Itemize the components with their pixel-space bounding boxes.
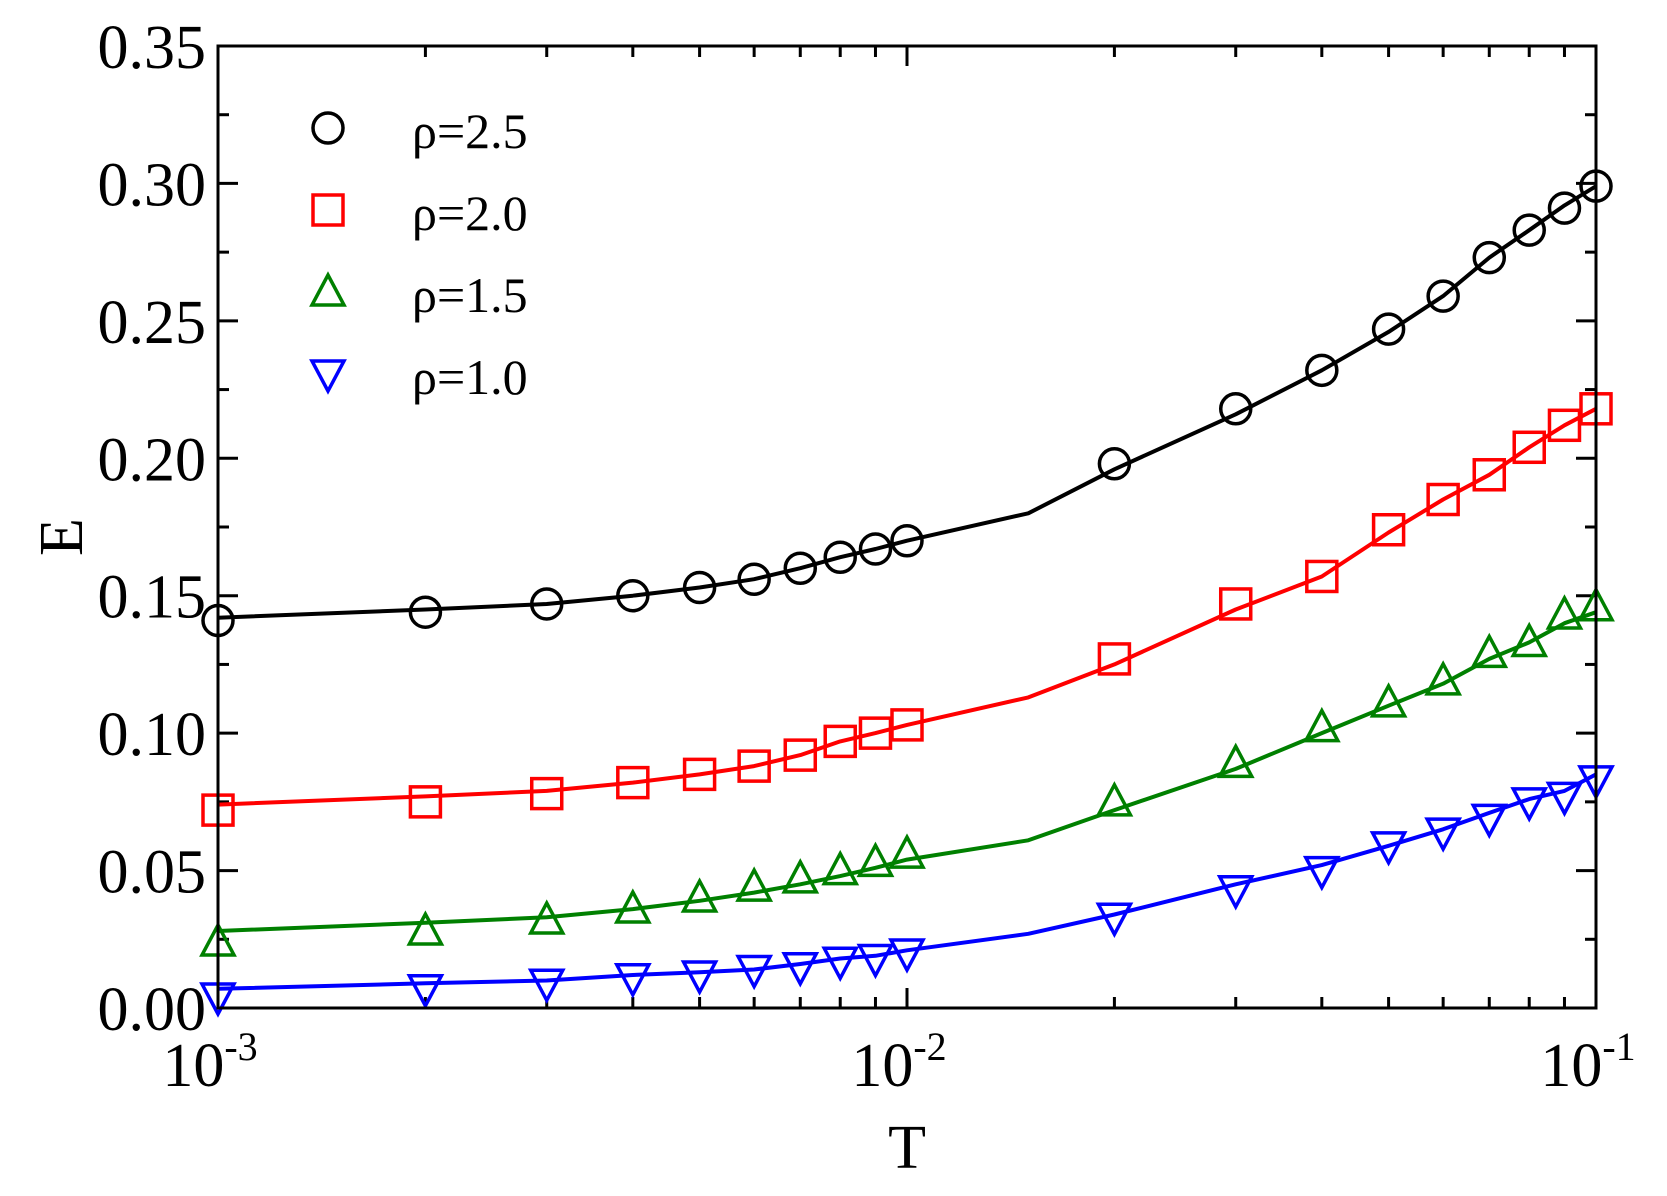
data-point-2 [527,899,566,935]
data-point-1 [823,724,857,759]
data-point-0 [682,570,717,605]
data-point-3 [1302,855,1341,892]
data-point-0 [890,523,924,558]
y-tick-label: 0.30 [98,151,207,219]
data-point-1 [529,776,564,811]
data-point-1 [783,738,818,772]
data-point-1 [737,749,771,783]
data-point-0 [1371,312,1406,346]
legend-marker-2 [309,271,347,307]
data-point-1 [1426,482,1460,517]
data-point-1 [408,785,443,819]
data-point-2 [406,910,445,946]
data-point-3 [888,938,926,974]
data-point-2 [821,849,860,886]
data-point-0 [737,562,771,596]
data-point-3 [406,974,445,1010]
data-point-0 [1512,213,1546,247]
data-point-0 [858,532,893,566]
data-point-0 [783,551,818,585]
data-point-2 [1095,781,1134,817]
data-point-3 [680,960,719,996]
data-point-0 [1547,191,1582,225]
data-point-1 [1472,458,1507,492]
data-point-3 [1424,817,1463,853]
data-point-1 [616,765,650,800]
data-point-2 [888,833,926,869]
data-point-0 [1472,240,1507,275]
data-point-2 [781,858,820,894]
data-point-3 [821,946,860,982]
series-line-3 [217,772,1597,991]
data-point-3 [1095,902,1134,939]
data-point-1 [1371,512,1406,547]
data-point-1 [1218,587,1253,621]
data-point-0 [1426,279,1460,313]
data-point-2 [856,841,895,878]
tick-labels: 0.00 0.05 0.10 0.15 0.20 0.25 0.30 0.35 10-3 10-2… [98,14,1636,1100]
data-point-1 [1512,430,1546,465]
x-tick-label: 10-1 [1540,1024,1635,1100]
legend-marker-0 [311,111,345,145]
x-tick-label: 10-2 [851,1024,946,1100]
data-point-0 [823,540,857,574]
data-point-2 [1470,632,1509,669]
data-point-3 [1545,781,1584,818]
data-point-3 [1216,875,1255,911]
y-tick-label: 0.25 [98,289,207,357]
data-point-3 [1470,803,1509,840]
data-point-3 [527,968,566,1004]
data-point-0 [1097,447,1132,481]
data-point-0 [529,587,564,621]
x-axis-title: T [888,1114,926,1182]
data-point-1 [682,757,717,792]
series-line-0 [217,184,1598,620]
data-point-0 [1305,353,1339,388]
series-line-2 [217,610,1597,933]
data-point-2 [613,888,652,924]
data-point-1 [1305,559,1339,594]
y-tick-label: 0.35 [98,14,207,82]
data-point-2 [1369,682,1408,718]
y-tick-label: 0.15 [98,564,207,632]
data-point-0 [1218,392,1253,426]
series-line-1 [217,407,1597,807]
legend-label-2: ρ=1.5 [412,267,528,323]
y-axis-title: E [28,518,96,556]
axis-ticks [216,44,1598,1010]
data-point-2 [1545,594,1584,630]
data-point-3 [735,954,774,991]
data-point-3 [613,963,652,999]
data-point-2 [1510,621,1549,658]
y-tick-label: 0.20 [98,426,207,494]
data-point-3 [1369,831,1408,867]
legend-label-1: ρ=2.0 [412,185,528,241]
legend-label-3: ρ=1.0 [412,349,528,405]
data-point-3 [1510,787,1549,823]
legend-label-0: ρ=2.5 [412,103,528,159]
data-point-3 [781,952,820,988]
data-point-2 [1302,706,1341,743]
legend: ρ=2.5 ρ=2.0 ρ=1.5 ρ=1.0 [309,103,528,405]
data-point-1 [1097,642,1132,676]
legend-marker-1 [311,193,345,227]
x-tick-label: 10-3 [162,1024,257,1100]
data-point-2 [735,866,774,902]
data-point-1 [890,708,924,742]
data-point-3 [856,943,895,980]
data-point-2 [1424,660,1463,696]
data-point-0 [408,595,443,629]
data-point-2 [1216,742,1255,779]
plot-frame [216,44,1598,1010]
y-tick-label: 0.10 [98,701,207,769]
y-tick-label: 0.00 [98,976,207,1044]
data-point-2 [680,877,719,913]
legend-marker-3 [309,359,347,395]
y-tick-label: 0.05 [98,839,207,907]
data-point-0 [616,578,650,613]
